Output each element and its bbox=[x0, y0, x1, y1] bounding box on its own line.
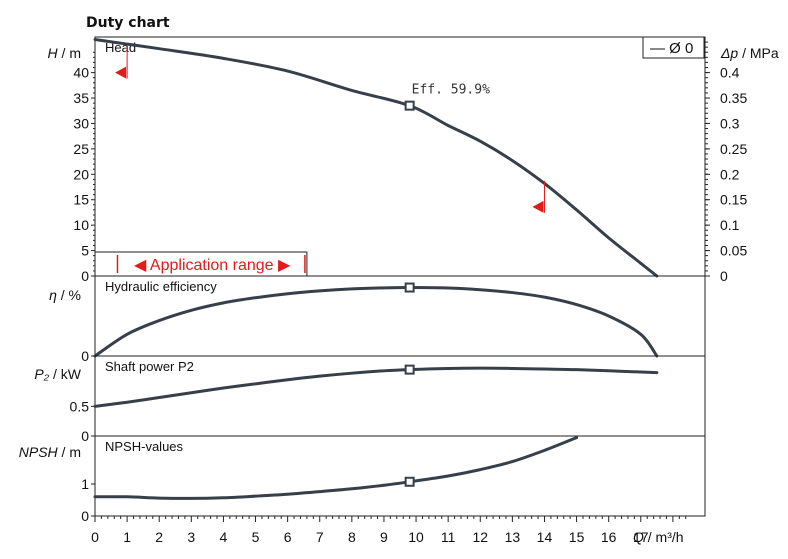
x-tick-label: 12 bbox=[472, 529, 488, 545]
x-tick-label: 17 bbox=[633, 529, 649, 545]
panel-label: Shaft power P2 bbox=[105, 359, 194, 374]
y-tick-label: 0 bbox=[81, 268, 89, 284]
y-axis-label: H / m bbox=[48, 45, 81, 61]
operating-point bbox=[404, 100, 415, 111]
y2-tick-label: 0.15 bbox=[720, 192, 747, 208]
y2-tick-label: 0.25 bbox=[720, 141, 747, 157]
curve-hydraulic-efficiency bbox=[93, 286, 659, 358]
x-tick-label: 15 bbox=[569, 529, 585, 545]
x-tick-label: 11 bbox=[441, 529, 456, 545]
chart-title: Duty chart bbox=[86, 15, 170, 31]
y-axis-unit: / m bbox=[58, 444, 81, 460]
curve-shaft-power-p2 bbox=[93, 366, 659, 408]
application-range-label: ◀ Application range ▶ bbox=[134, 257, 291, 274]
y-axis-symbol: P₂ bbox=[34, 366, 49, 382]
x-tick-label: 6 bbox=[284, 529, 292, 545]
y2-axis-symbol: Δp bbox=[720, 45, 738, 61]
x-tick-label: 2 bbox=[155, 529, 163, 545]
y-axis-unit: / % bbox=[57, 287, 81, 303]
y-tick-label: 0 bbox=[81, 348, 89, 364]
y2-tick-label: 0.4 bbox=[720, 65, 740, 81]
x-tick-label: 14 bbox=[537, 529, 553, 545]
x-tick-label: 0 bbox=[91, 529, 99, 545]
y2-axis-unit: / MPa bbox=[738, 45, 779, 61]
curve-head bbox=[93, 38, 659, 278]
panel-shaft-power-p2: 0 0.5 P₂ / kW Shaft power P2 bbox=[34, 355, 706, 444]
y-tick-label: 5 bbox=[81, 243, 89, 259]
x-tick-label: 9 bbox=[380, 529, 388, 545]
x-axis-label: Q / m³/h bbox=[633, 529, 684, 545]
y-tick-label: 1 bbox=[81, 476, 89, 492]
x-tick-label: 8 bbox=[348, 529, 356, 545]
y-axis-symbol: H bbox=[48, 45, 59, 61]
y2-axis-label: Δp / MPa bbox=[720, 45, 779, 61]
y-tick-label: 15 bbox=[73, 192, 89, 208]
panel-head: 0 5 10 15 20 25 30 35 40 H / m 0 0.05 0.1 0.15 0.2 0.25… bbox=[48, 36, 779, 284]
legend-box bbox=[642, 36, 705, 59]
x-axis-unit: / m³/h bbox=[644, 529, 684, 545]
y-tick-label: 0 bbox=[81, 508, 89, 524]
y-tick-label: 35 bbox=[73, 90, 89, 106]
application-range-box bbox=[94, 251, 308, 277]
y-axis-label: P₂ / kW bbox=[34, 366, 81, 382]
limit-marker-flag bbox=[115, 66, 127, 79]
y-axis-label: NPSH / m bbox=[19, 444, 81, 460]
x-tick-label: 1 bbox=[123, 529, 131, 545]
operating-point bbox=[404, 476, 415, 487]
y-axis-unit: / kW bbox=[49, 366, 82, 382]
x-axis-symbol: Q bbox=[633, 529, 644, 545]
operating-point bbox=[404, 364, 415, 375]
y2-tick-label: 0.1 bbox=[720, 217, 740, 233]
x-tick-label: 5 bbox=[252, 529, 260, 545]
panel-label: NPSH-values bbox=[105, 439, 184, 454]
y-axis-unit: / m bbox=[58, 45, 81, 61]
panel-frame bbox=[94, 435, 706, 517]
x-tick-label: 10 bbox=[408, 529, 424, 545]
limit-marker-flag bbox=[532, 200, 544, 213]
x-tick-label: 4 bbox=[220, 529, 228, 545]
y-tick-label: 0.5 bbox=[70, 398, 90, 414]
y2-tick-label: 0 bbox=[720, 268, 728, 284]
y-axis-label: η / % bbox=[49, 287, 81, 303]
x-tick-label: 13 bbox=[505, 529, 521, 545]
y2-tick-label: 0.2 bbox=[720, 166, 740, 182]
curve-npsh-values bbox=[93, 436, 579, 500]
application-range: ◀ Application range ▶ bbox=[94, 251, 308, 277]
panel-label: Hydraulic efficiency bbox=[105, 279, 217, 294]
x-tick-label: 16 bbox=[601, 529, 617, 545]
x-tick-label: 3 bbox=[187, 529, 195, 545]
operating-point bbox=[404, 282, 415, 293]
y-axis-symbol: NPSH bbox=[19, 444, 59, 460]
y-tick-label: 30 bbox=[73, 115, 89, 131]
y-tick-label: 40 bbox=[73, 65, 89, 81]
y-tick-label: 20 bbox=[73, 166, 89, 182]
x-axis: 0 1 2 3 4 5 6 7 8 9 10 11 12 13 14 15 16 17Q / m³/h bbox=[91, 516, 687, 545]
y-axis-symbol: η bbox=[49, 287, 57, 303]
legend: — Ø 0 bbox=[642, 36, 705, 59]
y2-tick-label: 0.35 bbox=[720, 90, 747, 106]
y-tick-label: 0 bbox=[81, 428, 89, 444]
efficiency-label: Eff. 59.9% bbox=[412, 83, 490, 98]
y-tick-label: 25 bbox=[73, 141, 89, 157]
y2-tick-label: 0.3 bbox=[720, 115, 740, 131]
x-tick-label: 7 bbox=[316, 529, 324, 545]
y2-tick-label: 0.05 bbox=[720, 243, 747, 259]
panel-hydraulic-efficiency: 0 η / % Hydraulic efficiency bbox=[49, 275, 706, 364]
y-tick-label: 10 bbox=[73, 217, 89, 233]
legend-label: — Ø 0 bbox=[650, 40, 693, 57]
